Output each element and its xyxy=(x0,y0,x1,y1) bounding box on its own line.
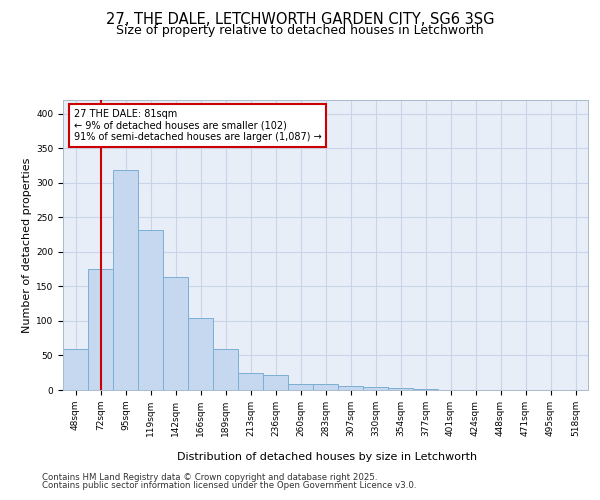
Bar xyxy=(138,230,163,390)
Bar xyxy=(338,386,363,390)
Bar xyxy=(313,384,338,390)
Text: Contains HM Land Registry data © Crown copyright and database right 2025.: Contains HM Land Registry data © Crown c… xyxy=(42,472,377,482)
Text: 27 THE DALE: 81sqm
← 9% of detached houses are smaller (102)
91% of semi-detache: 27 THE DALE: 81sqm ← 9% of detached hous… xyxy=(74,108,321,142)
Bar xyxy=(213,348,238,390)
Bar xyxy=(188,318,213,390)
Bar xyxy=(388,388,413,390)
Text: Contains public sector information licensed under the Open Government Licence v3: Contains public sector information licen… xyxy=(42,481,416,490)
Bar xyxy=(163,278,188,390)
Text: 27, THE DALE, LETCHWORTH GARDEN CITY, SG6 3SG: 27, THE DALE, LETCHWORTH GARDEN CITY, SG… xyxy=(106,12,494,28)
Bar xyxy=(113,170,138,390)
Bar xyxy=(238,372,263,390)
Bar xyxy=(263,375,288,390)
Bar xyxy=(88,269,113,390)
Y-axis label: Number of detached properties: Number of detached properties xyxy=(22,158,32,332)
Text: Size of property relative to detached houses in Letchworth: Size of property relative to detached ho… xyxy=(116,24,484,37)
Bar xyxy=(288,384,313,390)
Bar xyxy=(363,386,388,390)
Text: Distribution of detached houses by size in Letchworth: Distribution of detached houses by size … xyxy=(177,452,477,462)
Bar xyxy=(63,348,88,390)
